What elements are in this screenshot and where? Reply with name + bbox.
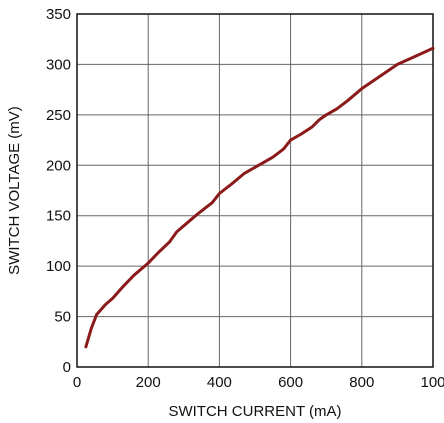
y-tick-label: 350 bbox=[46, 6, 71, 23]
series-line bbox=[84, 46, 435, 349]
axes bbox=[76, 13, 434, 368]
y-tick-label: 300 bbox=[46, 56, 71, 73]
y-tick-label: 0 bbox=[63, 359, 71, 376]
x-tick-label: 200 bbox=[136, 374, 161, 391]
y-axis-title: SWITCH VOLTAGE (mV) bbox=[6, 106, 23, 275]
y-tick-label: 150 bbox=[46, 208, 71, 225]
labels: 0 200 400 600 800 100050100150200250300350SWI… bbox=[6, 6, 444, 420]
plot-frame bbox=[76, 13, 434, 368]
x-tick-label: 600 bbox=[278, 374, 303, 391]
x-tick-label: 0 bbox=[73, 374, 81, 391]
x-axis-title: SWITCH CURRENT (mA) bbox=[168, 403, 341, 420]
y-tick-label: 200 bbox=[46, 157, 71, 174]
x-tick-label: 800 bbox=[349, 374, 374, 391]
x-tick-label: 100 bbox=[420, 374, 444, 391]
y-tick-label: 100 bbox=[46, 258, 71, 275]
series-layer bbox=[84, 46, 435, 349]
x-tick-label: 400 bbox=[207, 374, 232, 391]
y-tick-label: 250 bbox=[46, 107, 71, 124]
grid bbox=[77, 14, 433, 367]
y-tick-label: 50 bbox=[54, 309, 71, 326]
